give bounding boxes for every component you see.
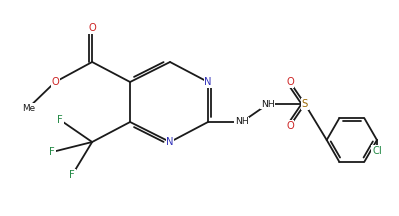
Text: Cl: Cl: [372, 146, 382, 156]
Text: F: F: [69, 170, 75, 180]
Text: F: F: [57, 115, 63, 125]
Text: O: O: [88, 23, 96, 33]
Text: O: O: [286, 77, 294, 87]
Text: Me: Me: [22, 103, 35, 113]
Text: NH: NH: [235, 118, 249, 127]
Text: NH: NH: [261, 100, 275, 108]
Text: O: O: [51, 77, 59, 87]
Text: F: F: [49, 147, 55, 157]
Text: N: N: [204, 77, 212, 87]
Text: O: O: [286, 121, 294, 131]
Text: S: S: [302, 99, 308, 109]
Text: N: N: [166, 137, 174, 147]
